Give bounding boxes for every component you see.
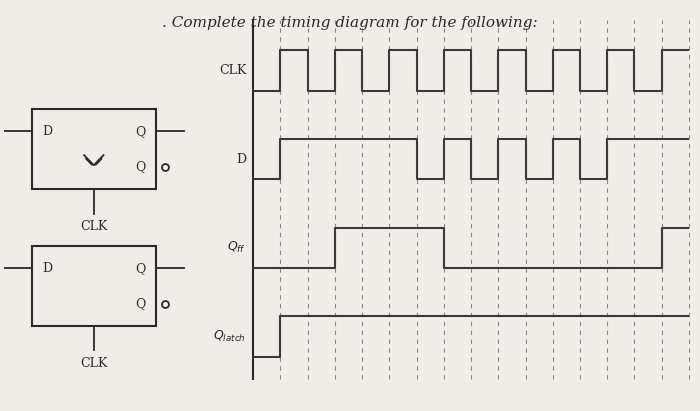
Text: CLK: CLK bbox=[80, 356, 108, 369]
Text: D: D bbox=[236, 153, 246, 166]
Text: $Q_{latch}$: $Q_{latch}$ bbox=[214, 329, 246, 344]
Text: CLK: CLK bbox=[80, 219, 108, 233]
Text: Q: Q bbox=[136, 125, 146, 138]
Text: $Q_{ff}$: $Q_{ff}$ bbox=[227, 240, 246, 255]
Text: D: D bbox=[42, 125, 52, 138]
Text: Q: Q bbox=[136, 160, 146, 173]
Text: D: D bbox=[42, 262, 52, 275]
Text: Q: Q bbox=[136, 297, 146, 310]
Text: CLK: CLK bbox=[219, 64, 246, 77]
Text: . Complete the timing diagram for the following:: . Complete the timing diagram for the fo… bbox=[162, 16, 538, 30]
Text: Q: Q bbox=[136, 262, 146, 275]
